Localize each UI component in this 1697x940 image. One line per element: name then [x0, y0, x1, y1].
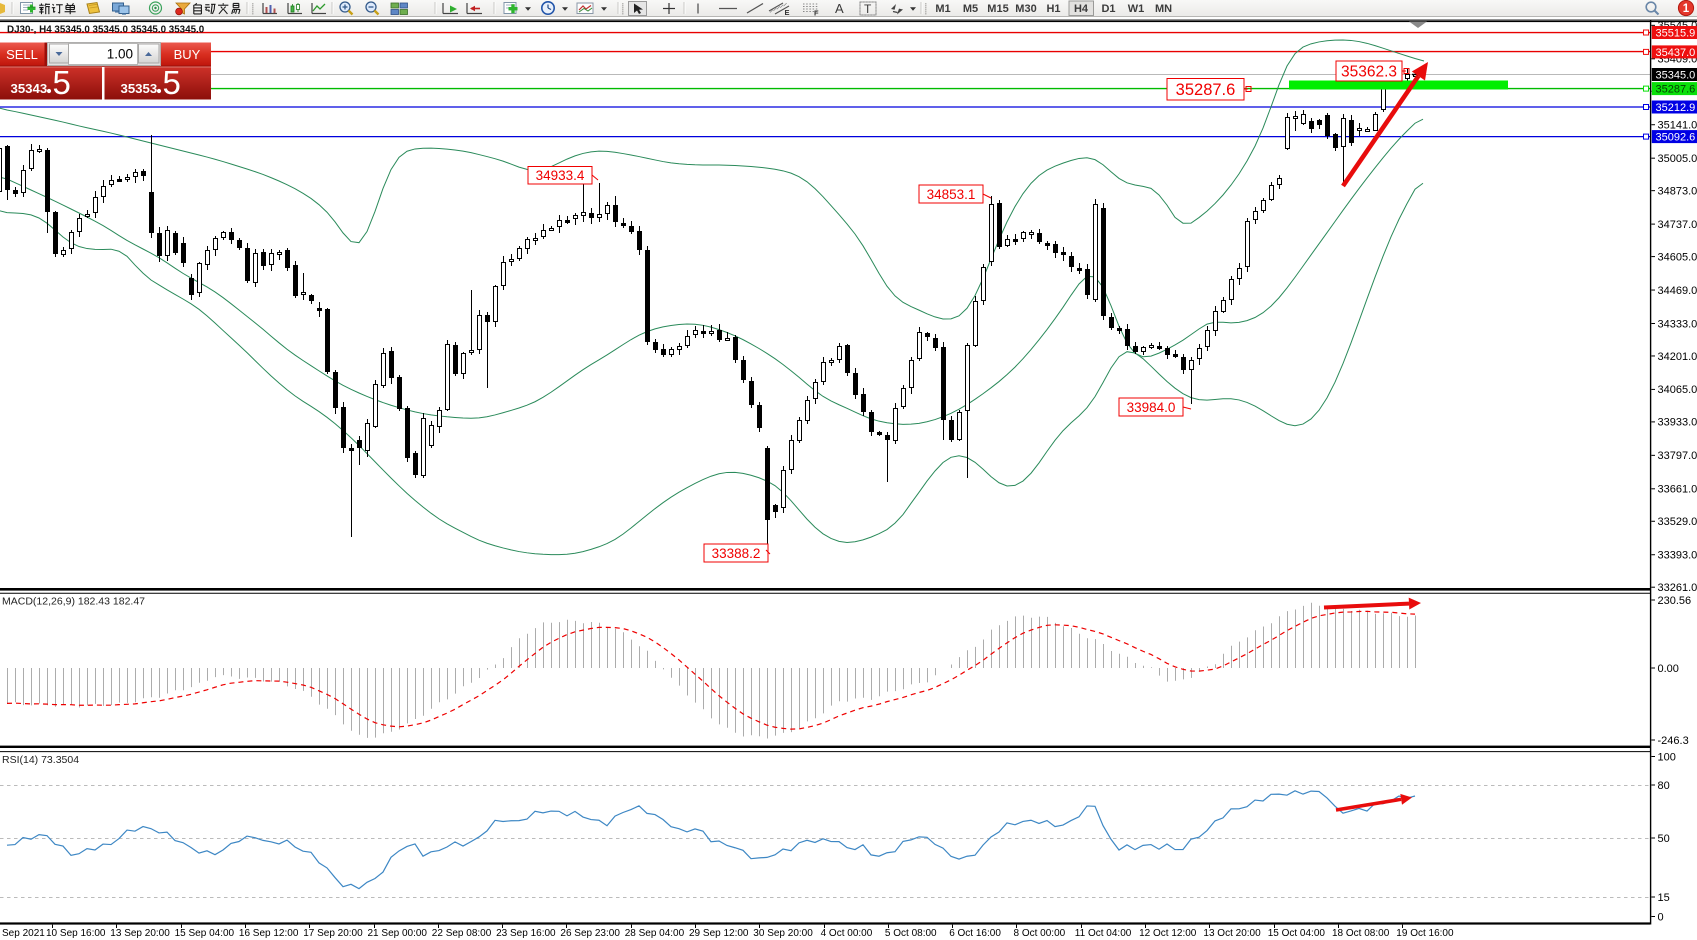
svg-text:6 Oct 16:00: 6 Oct 16:00: [949, 928, 1001, 939]
svg-text:35212.9: 35212.9: [1656, 102, 1696, 114]
svg-text:4 Oct 00:00: 4 Oct 00:00: [821, 928, 873, 939]
svg-text:100: 100: [1658, 751, 1676, 763]
svg-text:16 Sep 12:00: 16 Sep 12:00: [239, 928, 299, 939]
svg-text:34469.0: 34469.0: [1658, 285, 1697, 297]
svg-text:SELL: SELL: [6, 47, 38, 62]
svg-text:34873.0: 34873.0: [1658, 185, 1697, 197]
svg-text:30 Sep 20:00: 30 Sep 20:00: [753, 928, 813, 939]
svg-text:35515.9: 35515.9: [1656, 28, 1696, 40]
svg-text:RSI(14) 73.3504: RSI(14) 73.3504: [2, 754, 79, 766]
svg-text:12 Oct 12:00: 12 Oct 12:00: [1139, 928, 1197, 939]
svg-text:M5: M5: [963, 3, 978, 15]
svg-text:BUY: BUY: [174, 47, 201, 62]
svg-text:DJ30-, H4 35345.0 35345.0 353: DJ30-, H4 35345.0 35345.0 35345.0 35345.…: [7, 25, 205, 36]
svg-text:M15: M15: [987, 3, 1008, 15]
svg-text:230.56: 230.56: [1658, 595, 1692, 607]
svg-text:19 Oct 16:00: 19 Oct 16:00: [1396, 928, 1454, 939]
svg-text:18 Oct 08:00: 18 Oct 08:00: [1332, 928, 1390, 939]
svg-text:T: T: [864, 2, 872, 16]
svg-text:17 Sep 20:00: 17 Sep 20:00: [303, 928, 363, 939]
svg-text:15 Sep 04:00: 15 Sep 04:00: [175, 928, 235, 939]
svg-text:5: 5: [53, 64, 71, 101]
svg-text:0: 0: [1658, 911, 1664, 923]
svg-text:Sep 2021: Sep 2021: [2, 928, 45, 939]
svg-text:35141.0: 35141.0: [1658, 120, 1697, 132]
svg-text:34737.0: 34737.0: [1658, 219, 1697, 231]
svg-text:15: 15: [1658, 892, 1670, 904]
svg-text:34201.0: 34201.0: [1658, 351, 1697, 363]
svg-text:35287.6: 35287.6: [1656, 84, 1696, 96]
svg-text:33388.2: 33388.2: [712, 546, 761, 561]
svg-text:34853.1: 34853.1: [927, 187, 976, 202]
svg-text:35092.6: 35092.6: [1656, 132, 1696, 144]
svg-text:13 Sep 20:00: 13 Sep 20:00: [110, 928, 170, 939]
svg-text:5 Oct 08:00: 5 Oct 08:00: [885, 928, 937, 939]
svg-text:35345.0: 35345.0: [1656, 70, 1696, 82]
svg-text:8 Oct 00:00: 8 Oct 00:00: [1014, 928, 1066, 939]
svg-text:80: 80: [1658, 780, 1670, 792]
svg-text:34933.4: 34933.4: [536, 168, 585, 183]
svg-text:D1: D1: [1101, 3, 1115, 15]
svg-text:33393.0: 33393.0: [1658, 550, 1697, 562]
svg-text:E: E: [785, 8, 790, 17]
svg-text:5: 5: [163, 64, 181, 101]
svg-text:35343: 35343: [11, 81, 48, 96]
svg-text:M30: M30: [1015, 3, 1036, 15]
svg-text:33797.0: 33797.0: [1658, 450, 1697, 462]
svg-text:H4: H4: [1074, 3, 1089, 15]
svg-text:0.00: 0.00: [1658, 663, 1679, 675]
svg-text:33661.0: 33661.0: [1658, 484, 1697, 496]
svg-text:-246.3: -246.3: [1658, 735, 1689, 747]
svg-text:1: 1: [1683, 3, 1690, 15]
svg-text:33529.0: 33529.0: [1658, 516, 1697, 528]
svg-text:W1: W1: [1128, 3, 1145, 15]
svg-text:35409.0: 35409.0: [1658, 54, 1697, 66]
svg-text:33984.0: 33984.0: [1127, 400, 1176, 415]
svg-text:1.00: 1.00: [107, 47, 133, 62]
svg-text:35287.6: 35287.6: [1176, 81, 1236, 99]
svg-text:35005.0: 35005.0: [1658, 153, 1697, 165]
svg-text:M1: M1: [935, 3, 950, 15]
svg-text:35353: 35353: [121, 81, 158, 96]
svg-text:28 Sep 04:00: 28 Sep 04:00: [625, 928, 685, 939]
svg-text:33933.0: 33933.0: [1658, 417, 1697, 429]
svg-text:35362.3: 35362.3: [1341, 64, 1397, 81]
svg-text:50: 50: [1658, 833, 1670, 845]
svg-text:A: A: [835, 1, 844, 16]
svg-text:H1: H1: [1046, 3, 1060, 15]
svg-text:MN: MN: [1155, 3, 1172, 15]
svg-text:35437.0: 35437.0: [1656, 47, 1696, 59]
svg-text:22 Sep 08:00: 22 Sep 08:00: [432, 928, 492, 939]
svg-text:26 Sep 23:00: 26 Sep 23:00: [560, 928, 620, 939]
svg-text:MACD(12,26,9) 182.43 182.47: MACD(12,26,9) 182.43 182.47: [2, 596, 145, 608]
svg-text:33261.0: 33261.0: [1658, 582, 1697, 594]
svg-text:29 Sep 12:00: 29 Sep 12:00: [689, 928, 749, 939]
svg-text:11 Oct 04:00: 11 Oct 04:00: [1075, 928, 1132, 939]
svg-text:21 Sep 00:00: 21 Sep 00:00: [368, 928, 428, 939]
svg-text:10 Sep 16:00: 10 Sep 16:00: [46, 928, 106, 939]
svg-text:34605.0: 34605.0: [1658, 251, 1697, 263]
svg-text:F: F: [814, 9, 819, 18]
svg-text:13 Oct 20:00: 13 Oct 20:00: [1203, 928, 1261, 939]
svg-text:15 Oct 04:00: 15 Oct 04:00: [1268, 928, 1326, 939]
svg-text:34065.0: 34065.0: [1658, 384, 1697, 396]
svg-text:23 Sep 16:00: 23 Sep 16:00: [496, 928, 556, 939]
svg-text:34333.0: 34333.0: [1658, 318, 1697, 330]
